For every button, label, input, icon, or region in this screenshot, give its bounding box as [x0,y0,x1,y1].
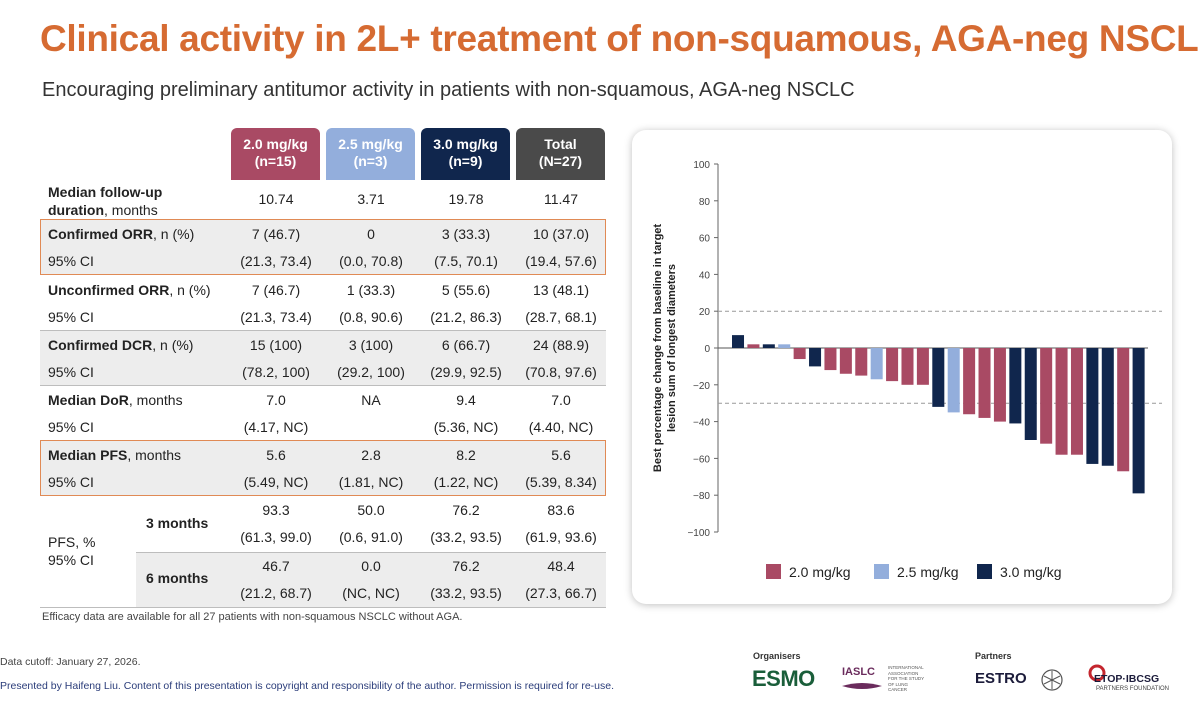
waterfall-bar [1055,348,1068,455]
pfs-rate-ci-label: 95% CI [48,552,94,568]
waterfall-bar [1024,348,1037,440]
pfs-3m-label: 3 months [146,515,209,531]
y-tick-label: −100 [687,528,710,539]
legend-swatch [766,564,781,579]
y-axis-label: Best percentage change from baseline in … [652,224,678,473]
waterfall-chart-card: 100 80 60 40 20 0 −20 −40 −60 −80 −100 Best percent… [632,130,1172,604]
waterfall-bar [886,348,899,382]
waterfall-bar [1086,348,1099,464]
esmo-logo: ESMO [752,666,815,691]
waterfall-bar [855,348,868,376]
y-tick-label: 80 [699,197,711,208]
star-emblem-icon [1041,669,1063,691]
divider [40,385,606,386]
waterfall-bar [978,348,991,418]
highlight-box-orr [40,219,606,275]
legend-swatch [977,564,992,579]
legend-swatch [874,564,889,579]
waterfall-bar [762,344,775,348]
waterfall-bar [793,348,806,360]
pfs-rate-label: PFS, % [48,534,96,550]
row-unconfirmed-orr: Unconfirmed ORR, n (%) 7 (46.7) 1 (33.3)… [48,282,597,325]
waterfall-bar [839,348,852,374]
legend-label: 3.0 mg/kg [1000,564,1061,580]
lung-icon [842,683,882,689]
y-tick-label: −40 [693,418,710,429]
etop-swirl-icon [1088,664,1106,682]
row-confirmed-orr: Confirmed ORR, n (%) 7 (46.7) 0 3 (33.3)… [40,220,606,274]
waterfall-bar [932,348,945,407]
highlight-box-pfs [40,440,606,496]
y-tick-label: 20 [699,307,711,318]
pfs-6m-label: 6 months [146,570,209,586]
estro-logo: ESTRO [975,670,1027,687]
data-cutoff: Data cutoff: January 27, 2026. [0,656,141,668]
waterfall-bar [947,348,960,413]
y-tick-label: −60 [693,454,710,465]
waterfall-bar [1117,348,1130,472]
header-3-0: 3.0 mg/kg (n=9) [421,128,510,180]
waterfall-bar [809,348,822,367]
row-followup: Median follow-up duration, months 10.74 … [48,184,578,218]
partners-label: Partners [975,651,1012,661]
waterfall-bar [747,344,760,348]
waterfall-bar [732,335,745,348]
slide-title: Clinical activity in 2L+ treatment of no… [40,18,1200,59]
row-median-pfs: Median PFS, months 5.6 2.8 8.2 5.6 95% C… [40,441,606,495]
y-tick-label: 40 [699,270,711,281]
table-footnote: Efficacy data are available for all 27 p… [42,611,463,623]
row-pfs-6m: 46.7 0.0 76.2 48.4 (21.2, 68.7) (NC, NC)… [136,553,606,607]
row-pfs-3m: 93.3 50.0 76.2 83.6 (61.3, 99.0) (0.6, 9… [240,502,597,545]
legend-label: 2.5 mg/kg [897,564,958,580]
organisers-label: Organisers [753,651,801,661]
y-tick-label: −80 [693,491,710,502]
y-tick-label: 60 [699,234,711,245]
slide-subtitle: Encouraging preliminary antitumor activi… [42,79,855,101]
presented-by: Presented by Haifeng Liu. Content of thi… [0,680,614,692]
waterfall-bar [901,348,914,385]
waterfall-bar [870,348,883,380]
legend-label: 2.0 mg/kg [789,564,850,580]
waterfall-bar [778,344,791,348]
waterfall-bar [963,348,976,415]
waterfall-bar [1070,348,1083,455]
header-2-0: 2.0 mg/kg (n=15) [231,128,320,180]
row-median-dor: Median DoR, months 7.0 NA 9.4 7.0 95% CI… [48,392,594,435]
waterfall-bar [1132,348,1145,494]
y-tick-label: 100 [693,160,710,171]
header-2-5: 2.5 mg/kg (n=3) [326,128,415,180]
waterfall-chart: 100 80 60 40 20 0 −20 −40 −60 −80 −100 Best percent… [652,160,1162,580]
header-total: Total (N=27) [516,128,605,180]
divider [40,607,606,608]
y-tick-label: 0 [704,344,710,355]
waterfall-bar [993,348,1006,422]
divider [40,330,606,331]
waterfall-bar [1101,348,1114,466]
divider [136,552,606,553]
iaslc-logo: IASLC INTERNATIONAL ASSOCIATION FOR THE … [842,665,925,692]
waterfall-bar [824,348,837,371]
waterfall-bar [1009,348,1022,424]
waterfall-bar [1040,348,1053,444]
waterfall-bar [916,348,929,385]
row-confirmed-dcr: Confirmed DCR, n (%) 15 (100) 3 (100) 6 … [40,331,606,385]
y-tick-label: −20 [693,381,710,392]
